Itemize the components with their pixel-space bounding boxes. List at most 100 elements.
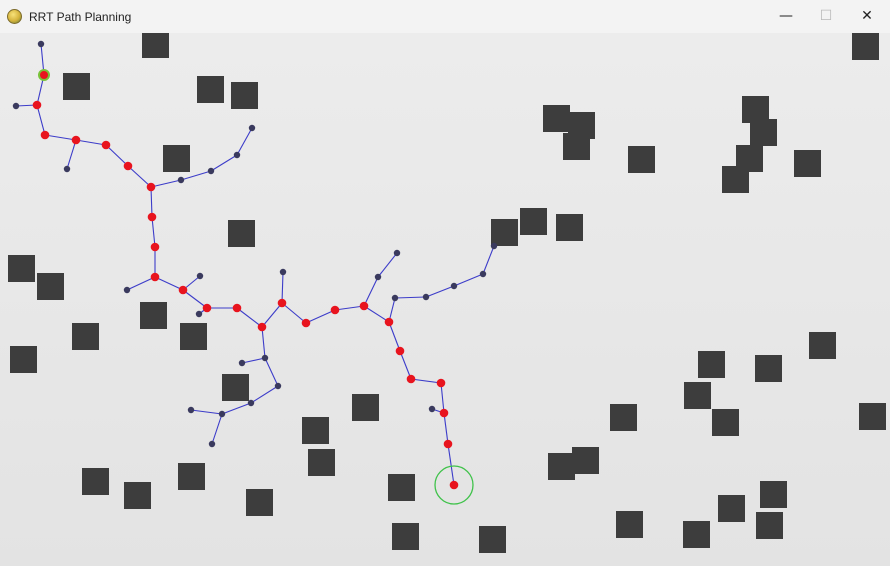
obstacle-block [72, 323, 99, 350]
tree-edge [482, 245, 495, 275]
obstacle-block [180, 323, 207, 350]
tree-edge [210, 154, 238, 172]
path-node [150, 272, 160, 282]
tree-edge [305, 309, 336, 324]
obstacle-block [352, 394, 379, 421]
start-marker [38, 69, 50, 81]
tree-node [196, 272, 204, 280]
tree-edge [281, 271, 284, 304]
obstacle-block [572, 447, 599, 474]
obstacle-block [228, 220, 255, 247]
obstacle-block [756, 512, 783, 539]
obstacle-block [852, 33, 879, 60]
obstacle-block [698, 351, 725, 378]
tree-node [374, 273, 382, 281]
minimize-button[interactable]: — [779, 8, 793, 24]
obstacle-block [388, 474, 415, 501]
obstacle-block [392, 523, 419, 550]
tree-edge [281, 302, 307, 324]
tree-node [274, 382, 282, 390]
tree-edge [250, 385, 279, 404]
tree-node [248, 124, 256, 132]
path-node [71, 135, 81, 145]
obstacle-block [760, 481, 787, 508]
tree-edge [425, 285, 455, 298]
tree-edge [334, 305, 365, 311]
obstacle-block [859, 403, 886, 430]
tree-edge [127, 165, 152, 188]
tree-edges-layer [15, 43, 495, 486]
obstacle-block [142, 33, 169, 58]
obstacle-block [742, 96, 769, 123]
obstacle-block [308, 449, 335, 476]
obstacle-block [722, 166, 749, 193]
path-node [123, 161, 133, 171]
tree-edge [236, 127, 253, 156]
path-node [257, 322, 267, 332]
tree-node [428, 405, 436, 413]
path-node [101, 140, 111, 150]
tree-node [37, 40, 45, 48]
obstacle-block [543, 105, 570, 132]
simulation-canvas[interactable] [0, 33, 890, 566]
tree-node [187, 406, 195, 414]
path-node [32, 100, 42, 110]
tree-node [490, 242, 498, 250]
obstacle-block [246, 489, 273, 516]
tree-node [279, 268, 287, 276]
tree-node [63, 165, 71, 173]
tree-node [177, 176, 185, 184]
path-node [439, 408, 449, 418]
obstacle-block [556, 214, 583, 241]
tree-node [422, 293, 430, 301]
obstacle-block [163, 145, 190, 172]
obstacles-layer [8, 33, 886, 553]
obstacle-block [628, 146, 655, 173]
tree-node [261, 354, 269, 362]
path-node [178, 285, 188, 295]
obstacle-block [479, 526, 506, 553]
obstacle-block [794, 150, 821, 177]
tree-node [479, 270, 487, 278]
window-title: RRT Path Planning [29, 9, 132, 24]
tree-node [195, 310, 203, 318]
tree-edge [241, 357, 266, 364]
tree-edge [261, 302, 283, 328]
close-button[interactable]: ✕ [861, 8, 873, 24]
tree-node [208, 440, 216, 448]
tree-edge [236, 307, 263, 328]
tree-edge [211, 413, 223, 445]
tree-node [450, 282, 458, 290]
tree-edge [66, 139, 77, 170]
tree-edge [182, 289, 208, 309]
obstacle-block [82, 468, 109, 495]
tree-edge [36, 104, 46, 136]
markers-layer [38, 69, 474, 505]
tree-edge [363, 305, 390, 323]
tree-node [391, 294, 399, 302]
obstacle-block [231, 82, 258, 109]
path-node [443, 439, 453, 449]
obstacle-block [124, 482, 151, 509]
obstacle-block [37, 273, 64, 300]
path-node [449, 480, 459, 490]
path-node [436, 378, 446, 388]
obstacle-block [809, 332, 836, 359]
obstacle-block [684, 382, 711, 409]
path-node [147, 212, 157, 222]
tree-node [123, 286, 131, 294]
title-bar[interactable]: RRT Path Planning — ☐ ✕ [0, 0, 890, 33]
path-node [359, 301, 369, 311]
path-node [146, 182, 156, 192]
tree-edge [447, 443, 455, 486]
obstacle-block [750, 119, 777, 146]
tree-node [393, 249, 401, 257]
maximize-button[interactable]: ☐ [819, 8, 833, 24]
obstacle-block [140, 302, 167, 329]
obstacle-block [712, 409, 739, 436]
tree-node [247, 399, 255, 407]
path-node [406, 374, 416, 384]
tree-edge [410, 378, 442, 384]
tree-edge [363, 276, 379, 307]
